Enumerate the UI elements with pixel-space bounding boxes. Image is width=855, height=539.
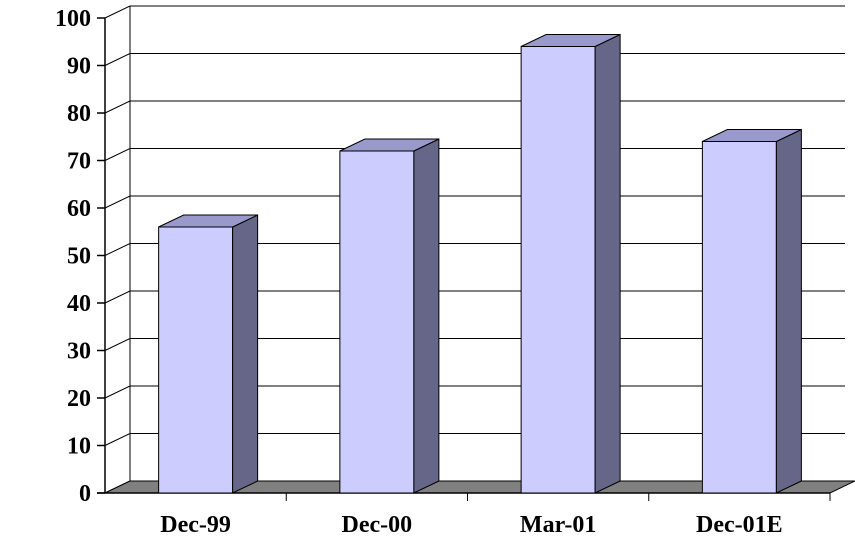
y-tick-label: 40: [67, 291, 91, 317]
bar-side: [232, 214, 259, 494]
gridline-diag-80: [104, 100, 131, 114]
x-category-label: Dec-00: [342, 512, 413, 538]
bar-side: [775, 128, 802, 494]
bar-top: [158, 214, 258, 228]
x-category-label: Mar-01: [520, 512, 596, 538]
bar: [520, 33, 621, 494]
y-tick-label: 90: [67, 54, 91, 80]
y-tick-label: 100: [55, 6, 91, 32]
gridline-diag-30: [104, 338, 131, 351]
gridline-diag-20: [104, 385, 131, 399]
gridline-diag-60: [104, 195, 131, 209]
bar: [158, 214, 259, 494]
y-tick-label: 70: [67, 149, 91, 175]
y-tick-label: 20: [67, 386, 91, 412]
gridline-diag-10: [104, 433, 131, 446]
bar: [339, 138, 440, 494]
y-axis-ticks: 0 10 20 30 40 50 60 70 80 90 100: [55, 6, 91, 507]
gridline-diag-100: [104, 5, 131, 19]
y-tick-label: 0: [79, 481, 91, 507]
bar-front: [520, 46, 596, 494]
bar-side: [594, 33, 621, 494]
bar-top: [702, 129, 802, 142]
bar-front: [158, 226, 234, 494]
x-axis-labels: Dec-99 Dec-00 Mar-01 Dec-01E: [160, 512, 782, 538]
bars: [158, 33, 802, 494]
x-category-label: Dec-01E: [696, 512, 783, 538]
gridline-diag-40: [104, 290, 131, 304]
gridline-diag-50: [104, 243, 131, 256]
bar-side: [413, 138, 440, 494]
y-tick-label: 80: [67, 101, 91, 127]
x-category-label: Dec-99: [160, 512, 231, 538]
y-tick-label: 60: [67, 196, 91, 222]
bar-top: [339, 138, 440, 152]
y-tick-label: 30: [67, 339, 91, 365]
bar-top: [520, 34, 621, 47]
bar-front: [339, 150, 415, 494]
y-tick-label: 50: [67, 244, 91, 270]
gridline-diag-70: [104, 148, 131, 161]
gridline-diag-90: [104, 53, 131, 66]
y-tick-label: 10: [67, 434, 91, 460]
bar-front: [701, 141, 777, 494]
bar: [701, 128, 802, 494]
